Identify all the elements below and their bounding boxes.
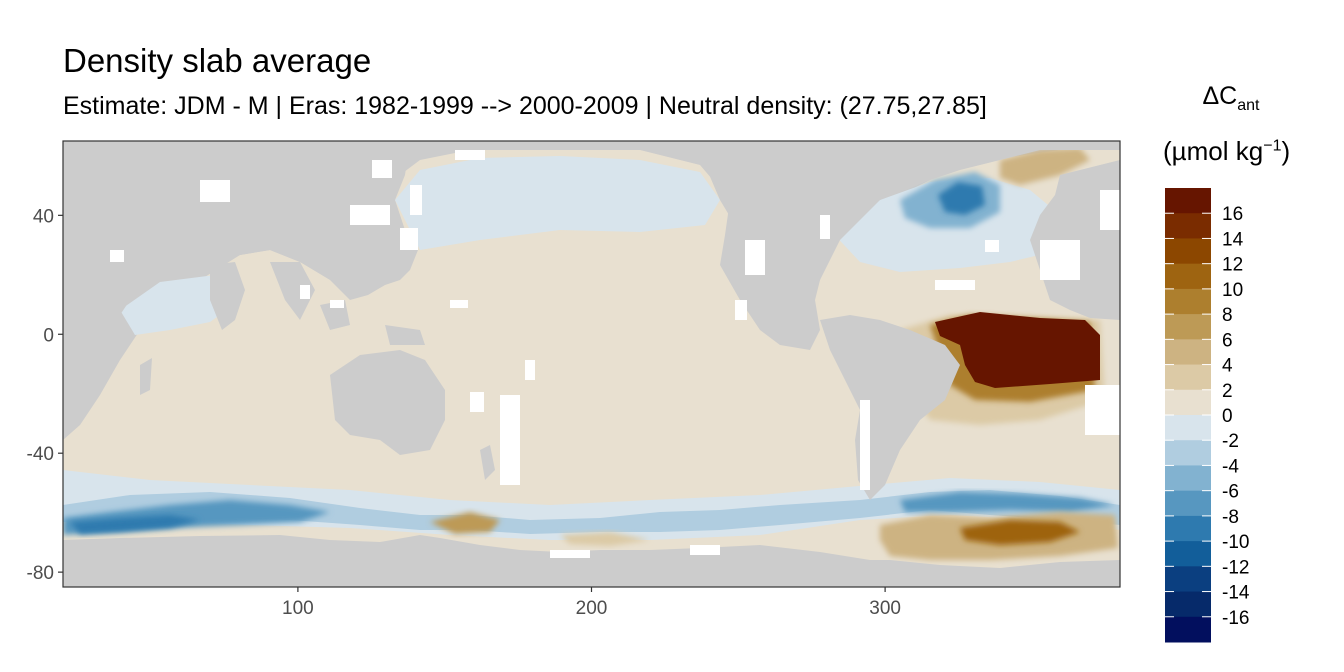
land-madagascar xyxy=(140,358,152,395)
chart-subtitle: Estimate: JDM - M | Eras: 1982-1999 --> … xyxy=(63,92,987,120)
legend-swatch xyxy=(1165,364,1211,391)
legend-swatch xyxy=(1165,566,1211,593)
land-greenland xyxy=(880,141,1000,175)
land-new-zealand xyxy=(480,445,495,480)
legend-label: -6 xyxy=(1222,482,1239,503)
land-southeast-asia xyxy=(270,262,315,320)
land-australia xyxy=(330,350,445,455)
land-new-guinea xyxy=(385,325,425,345)
legend-label: 4 xyxy=(1222,356,1233,377)
legend-label: 0 xyxy=(1222,406,1233,427)
legend-label: 2 xyxy=(1222,381,1233,402)
legend-label: 6 xyxy=(1222,330,1233,351)
ross-sea-patch xyxy=(430,512,500,534)
x-tick-label: 100 xyxy=(282,598,314,619)
legend-swatch xyxy=(1165,188,1211,214)
legend-swatch xyxy=(1165,616,1211,643)
legend-swatch xyxy=(1165,238,1211,265)
x-tick-label: 200 xyxy=(576,598,608,619)
north-pacific-band xyxy=(395,156,720,250)
legend-label: 12 xyxy=(1222,255,1243,276)
y-tick-label: -40 xyxy=(27,444,54,465)
legend-label: -16 xyxy=(1222,608,1249,629)
chart-title: Density slab average xyxy=(63,42,372,79)
southern-indian-dark xyxy=(70,515,200,534)
legend-swatch xyxy=(1165,541,1211,567)
land-north-america xyxy=(700,141,1120,300)
legend-swatch xyxy=(1165,440,1211,466)
legend-swatch xyxy=(1165,213,1211,239)
x-tick-label: 300 xyxy=(869,598,901,619)
ocean-base xyxy=(63,150,1120,587)
legend-swatch xyxy=(1165,465,1211,492)
legend-swatch xyxy=(1165,263,1211,290)
map-layer xyxy=(63,141,1120,587)
southern-atlantic-streak xyxy=(900,492,1115,512)
y-axis: 40 0 -40 -80 xyxy=(27,206,63,584)
legend-label: -10 xyxy=(1222,532,1249,553)
legend-title: ΔCant xyxy=(1202,82,1260,114)
legend-colorbar: 16 14 12 10 8 6 4 2 0 -2 -4 -6 -8 -10 -12 -14 -16 xyxy=(1165,188,1250,643)
legend-label: -2 xyxy=(1222,431,1239,452)
legend-label: 14 xyxy=(1222,229,1244,250)
amundsen-patch xyxy=(560,532,650,546)
y-tick-label: -80 xyxy=(27,563,54,584)
legend-label: -4 xyxy=(1222,456,1239,477)
legend-swatch xyxy=(1165,314,1211,340)
land-south-america xyxy=(820,315,960,500)
nordic-seas-patch xyxy=(1000,148,1090,185)
weddell-sea-core xyxy=(960,520,1080,545)
x-axis: 100 200 300 xyxy=(282,587,901,619)
y-tick-label: 0 xyxy=(43,325,54,346)
legend-label: -8 xyxy=(1222,507,1239,528)
y-tick-label: 40 xyxy=(33,206,54,227)
land-central-america xyxy=(780,280,815,320)
southern-ocean-blue xyxy=(63,490,1120,534)
legend-unit: (µmol kg−1) xyxy=(1163,136,1291,166)
legend-swatch xyxy=(1165,288,1211,315)
legend-swatch xyxy=(1165,591,1211,618)
legend-label: -14 xyxy=(1222,583,1250,604)
land-eurasia-africa xyxy=(63,141,410,440)
missing-data xyxy=(110,150,1120,558)
land-india xyxy=(210,262,245,330)
legend-label: 16 xyxy=(1222,204,1243,225)
legend-swatch xyxy=(1165,415,1211,441)
legend-swatch xyxy=(1165,339,1211,366)
legend-label: 8 xyxy=(1222,305,1233,326)
legend-swatch xyxy=(1165,490,1211,517)
legend-swatch xyxy=(1165,389,1211,416)
legend-label: -12 xyxy=(1222,557,1249,578)
land-antarctica xyxy=(63,535,1120,587)
legend-label: 10 xyxy=(1222,280,1243,301)
atlantic-hotspot xyxy=(935,312,1100,388)
legend-swatch xyxy=(1165,515,1211,542)
labrador-sea-core xyxy=(938,182,985,215)
